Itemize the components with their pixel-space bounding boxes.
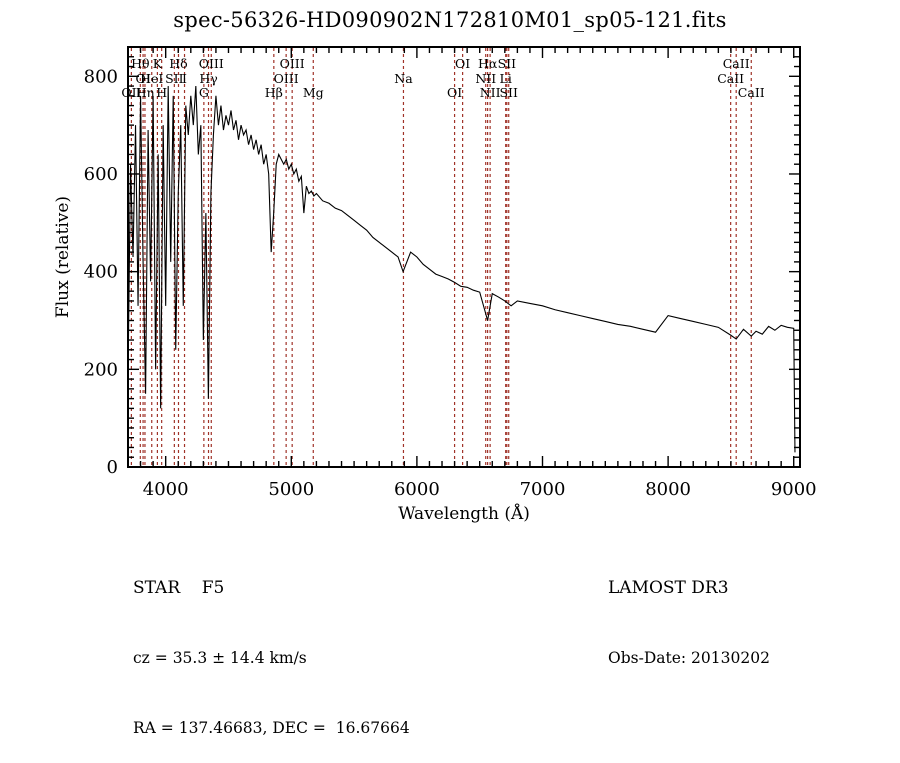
spectral-line-label: NII: [480, 85, 501, 100]
spectral-line-label: G: [199, 85, 209, 100]
spectral-line-label: SII: [498, 56, 517, 71]
x-tick-label: 6000: [394, 479, 440, 500]
spectral-line-label: OI: [455, 56, 470, 71]
survey-name: LAMOST DR3: [608, 578, 729, 598]
y-tick-label: 600: [84, 164, 118, 185]
spectral-line-label: OIII: [280, 56, 305, 71]
spectral-line-label: SII: [499, 85, 518, 100]
spectral-line-label: CaII: [723, 56, 750, 71]
spectral-line-label: Hβ: [265, 85, 283, 100]
spectral-line-label: Mg: [303, 85, 324, 100]
y-tick-label: 400: [84, 262, 118, 283]
axis-ticks: [128, 46, 800, 468]
object-type: STAR F5: [133, 578, 225, 598]
spectral-line-label: HeI: [140, 71, 163, 86]
plot-frame: [127, 46, 801, 468]
y-axis-title: Flux (relative): [53, 196, 73, 318]
page-title: spec-56326-HD090902N172810M01_sp05-121.f…: [173, 8, 727, 32]
x-tick-label: 5000: [268, 479, 314, 500]
axis-tick-labels: 4000 5000 6000 7000 8000 9000 0 200 400 600 800: [84, 66, 817, 500]
footer-left: STAR F5 cz = 35.3 ± 14.4 km/s RA = 137.4…: [133, 533, 410, 763]
spectral-line-label: OIII: [274, 71, 299, 86]
redshift-velocity: cz = 35.3 ± 14.4 km/s: [133, 649, 307, 667]
spectral-line-label: Hγ: [199, 71, 217, 86]
x-axis-title: Wavelength (Å): [398, 503, 530, 524]
spectral-line-label: OI: [447, 85, 462, 100]
spectral-line-label: CaII: [717, 71, 744, 86]
spectral-line-label: CaII: [738, 85, 765, 100]
y-tick-label: 0: [107, 457, 118, 478]
spectral-line-labels: OIIHθOIHηHeIKHSIIHδIGHγOIIIHβOIIIOIIIMgN…: [121, 56, 764, 100]
y-tick-label: 800: [84, 66, 118, 87]
spectral-line-label: SII: [165, 71, 184, 86]
x-tick-label: 9000: [771, 479, 817, 500]
spectral-line-label: OII: [121, 85, 141, 100]
spectral-line-label: OIII: [199, 56, 224, 71]
spectral-line-label: I: [182, 71, 187, 86]
spectral-line-label: Hα: [478, 56, 498, 71]
x-tick-label: 7000: [520, 479, 566, 500]
spectrum-trace: [127, 86, 796, 453]
spectral-line-label: H: [156, 85, 167, 100]
spectral-line-label: Li: [500, 71, 512, 86]
y-tick-label: 200: [84, 359, 118, 380]
spectral-line-label: Hθ: [131, 56, 149, 71]
obs-date: Obs-Date: 20130202: [608, 649, 770, 667]
spectral-line-label: K: [153, 56, 163, 71]
spectrum-svg: 4000 5000 6000 7000 8000 9000 0 200 400 600 800 Wav…: [53, 46, 817, 524]
spectral-line-label: NII: [475, 71, 496, 86]
footer-right: LAMOST DR3 Obs-Date: 20130202: [608, 533, 770, 693]
x-tick-label: 8000: [645, 479, 691, 500]
spectral-line-label: Na: [394, 71, 413, 86]
x-tick-label: 4000: [143, 479, 189, 500]
spectral-line-markers: [130, 48, 752, 467]
spectral-line-label: Hη: [136, 85, 154, 100]
coordinates: RA = 137.46683, DEC = 16.67664: [133, 719, 410, 737]
spectral-line-label: OI: [135, 71, 150, 86]
spectrum-chart: 4000 5000 6000 7000 8000 9000 0 200 400 600 800 Wav…: [53, 46, 817, 524]
spectral-line-label: Hδ: [169, 56, 187, 71]
